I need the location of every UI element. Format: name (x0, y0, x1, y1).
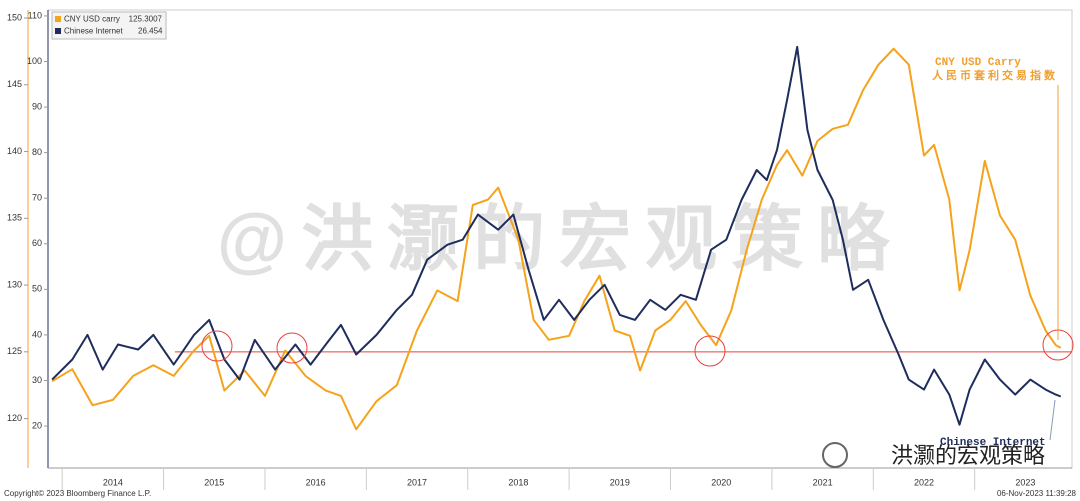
plot-area (47, 9, 1073, 469)
copyright: Copyright© 2023 Bloomberg Finance L.P. (4, 489, 151, 498)
y2-tick-label: 80 (32, 147, 42, 157)
timestamp: 06-Nov-2023 11:39:28 (997, 489, 1077, 498)
y2-tick-label: 40 (32, 329, 42, 339)
legend-swatch (55, 16, 61, 22)
legend-value: 26.454 (138, 27, 163, 36)
x-tick-label: 2022 (914, 477, 934, 487)
x-tick-label: 2019 (610, 477, 630, 487)
x-tick-label: 2017 (407, 477, 427, 487)
x-tick-label: 2023 (1015, 477, 1035, 487)
x-tick-label: 2016 (306, 477, 326, 487)
series-line (51, 47, 1062, 431)
y-tick-label: 120 (7, 413, 22, 423)
y2-tick-label: 30 (32, 375, 42, 385)
logo-text: 洪灏的宏观策略 (891, 443, 1045, 468)
legend-label: CNY USD carry (64, 15, 120, 24)
x-tick-label: 2018 (508, 477, 528, 487)
legend-value: 125.3007 (129, 15, 163, 24)
y2-tick-label: 20 (32, 420, 42, 430)
x-tick-label: 2020 (711, 477, 731, 487)
y-tick-label: 130 (7, 279, 22, 289)
x-tick-label: 2021 (813, 477, 833, 487)
y2-tick-label: 60 (32, 238, 42, 248)
y-tick-label: 140 (7, 146, 22, 156)
y-tick-label: 150 (7, 12, 22, 22)
annotation: Chinese Internet (940, 437, 1046, 449)
annotation-pointer (1049, 399, 1056, 441)
logo-icon (822, 442, 848, 468)
annotation: CNY USD Carry (935, 57, 1021, 69)
annotation: 人民币套利交易指数 (932, 68, 1058, 83)
y-tick-label: 145 (7, 79, 22, 89)
legend: CNY USD carry 125.3007 Chinese Internet … (51, 11, 167, 40)
y2-tick-label: 110 (28, 10, 42, 20)
y2-tick-label: 70 (32, 193, 42, 203)
y2-tick-label: 90 (32, 101, 42, 111)
x-tick-label: 2015 (204, 477, 224, 487)
y-tick-label: 135 (7, 213, 22, 223)
highlight-circle (201, 330, 233, 362)
series-line (51, 45, 1062, 426)
watermark: @洪灏的宏观策略 (217, 200, 903, 280)
highlight-circle (694, 335, 726, 367)
legend-label: Chinese Internet (64, 27, 123, 36)
y-tick-label: 125 (7, 346, 22, 356)
y2-tick-label: 100 (27, 56, 42, 66)
x-tick-label: 2014 (103, 477, 123, 487)
highlight-circle (276, 332, 308, 364)
legend-box (51, 11, 167, 40)
legend-swatch (55, 28, 61, 34)
y2-tick-label: 50 (32, 284, 42, 294)
